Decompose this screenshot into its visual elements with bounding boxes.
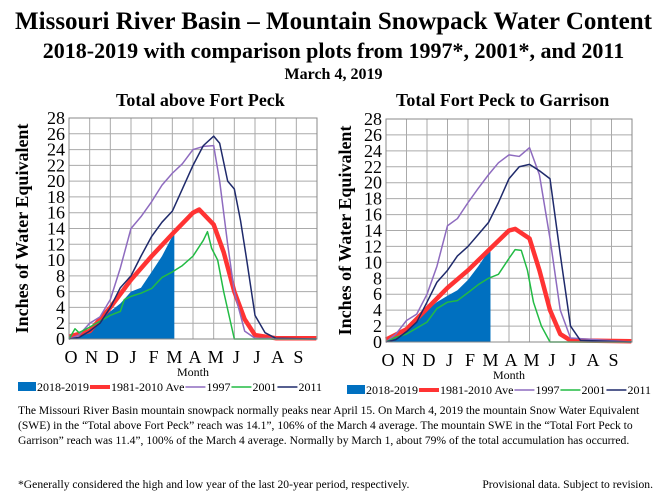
- y-tick-label: 20: [47, 171, 65, 191]
- legend-label: 1997: [206, 380, 230, 394]
- y-tick-label: 24: [47, 140, 65, 160]
- y-tick-label: 18: [364, 189, 382, 209]
- y-tick-label: 0: [373, 332, 382, 352]
- series-area-2018-2019: [386, 251, 491, 342]
- legend-label: 2018-2019: [37, 380, 89, 394]
- legend-swatch: [18, 382, 36, 391]
- series-line-1981-2010-ave: [384, 226, 632, 344]
- y-tick-label: 22: [364, 157, 382, 177]
- x-axis-label: Month: [177, 365, 209, 379]
- chart-title-garrison: Total Fort Peck to Garrison: [396, 90, 610, 110]
- series-line-2001: [68, 230, 317, 340]
- y-tick-label: 12: [47, 234, 65, 254]
- y-tick-label: 28: [47, 110, 65, 128]
- description-text: The Missouri River Basin mountain snowpa…: [18, 404, 640, 447]
- series-line-1997: [385, 146, 632, 343]
- report-date: March 4, 2019: [284, 66, 383, 83]
- x-tick-label: D: [106, 347, 119, 367]
- x-tick-label: J: [129, 347, 136, 367]
- x-tick-label: M: [482, 350, 498, 370]
- x-tick-label: F: [465, 350, 475, 370]
- x-tick-label: A: [505, 350, 518, 370]
- x-tick-label: S: [608, 350, 618, 370]
- series-line-1997: [68, 144, 317, 340]
- series-line-2011: [385, 163, 632, 343]
- chart-title-fort-peck: Total above Fort Peck: [116, 90, 285, 110]
- y-tick-label: 12: [364, 236, 382, 256]
- series-line-2001: [385, 248, 632, 343]
- plot-frame: [68, 117, 318, 340]
- y-axis-label: Inches of Water Equivalent: [335, 126, 355, 336]
- x-axis-label: Month: [493, 368, 525, 382]
- legend-label: 2001: [252, 380, 276, 394]
- legend-label: 1981-2010 Ave: [440, 383, 513, 397]
- x-tick-label: F: [149, 347, 159, 367]
- x-tick-label: M: [208, 347, 224, 367]
- x-tick-label: N: [402, 350, 415, 370]
- legend-label: 1997: [535, 383, 559, 397]
- x-tick-label: J: [446, 350, 453, 370]
- series-line-1981-2010-ave: [68, 207, 317, 341]
- y-tick-label: 14: [47, 219, 65, 239]
- x-tick-label: A: [189, 347, 202, 367]
- y-tick-label: 20: [364, 173, 382, 193]
- series-line-2011: [68, 135, 317, 340]
- footnote: *Generally considered the high and low y…: [18, 478, 410, 491]
- y-tick-label: 14: [364, 221, 382, 241]
- legend-label: 2011: [627, 383, 651, 397]
- x-tick-label: A: [587, 350, 600, 370]
- y-tick-label: 18: [47, 187, 65, 207]
- y-tick-label: 26: [364, 125, 382, 145]
- x-tick-label: S: [293, 347, 303, 367]
- y-tick-label: 6: [373, 284, 382, 304]
- provisional-note: Provisional data. Subject to revision.: [482, 478, 653, 491]
- legend-label: 1981-2010 Ave: [111, 380, 184, 394]
- y-tick-label: 6: [56, 282, 65, 302]
- legend-label: 2011: [298, 380, 322, 394]
- y-tick-label: 28: [364, 110, 382, 129]
- x-tick-label: O: [382, 350, 395, 370]
- y-tick-label: 10: [364, 252, 382, 272]
- y-tick-label: 4: [373, 300, 382, 320]
- series-area-2018-2019: [69, 227, 175, 339]
- y-tick-label: 2: [373, 316, 382, 336]
- plot-frame: [385, 118, 633, 343]
- x-tick-label: J: [548, 350, 555, 370]
- y-tick-label: 24: [364, 141, 382, 161]
- x-tick-label: M: [523, 350, 539, 370]
- main-title: Missouri River Basin – Mountain Snowpack…: [15, 8, 652, 35]
- y-tick-label: 16: [364, 205, 382, 225]
- x-tick-label: O: [65, 347, 78, 367]
- y-axis-label: Inches of Water Equivalent: [12, 124, 32, 334]
- y-tick-label: 10: [47, 250, 65, 270]
- x-tick-label: J: [569, 350, 576, 370]
- y-tick-label: 4: [56, 297, 65, 317]
- y-tick-label: 8: [56, 266, 65, 286]
- y-tick-label: 8: [373, 268, 382, 288]
- x-tick-label: M: [166, 347, 182, 367]
- x-tick-label: A: [271, 347, 284, 367]
- y-tick-label: 22: [47, 155, 65, 175]
- y-tick-label: 26: [47, 124, 65, 144]
- x-tick-label: N: [85, 347, 98, 367]
- x-tick-label: J: [233, 347, 240, 367]
- legend-label: 2001: [581, 383, 605, 397]
- x-tick-label: D: [423, 350, 436, 370]
- x-tick-label: J: [253, 347, 260, 367]
- y-tick-label: 2: [56, 313, 65, 333]
- y-tick-label: 0: [56, 329, 65, 349]
- legend-label: 2018-2019: [366, 383, 418, 397]
- y-tick-label: 16: [47, 203, 65, 223]
- main-subtitle: 2018-2019 with comparison plots from 199…: [42, 38, 625, 63]
- legend-swatch: [347, 385, 365, 394]
